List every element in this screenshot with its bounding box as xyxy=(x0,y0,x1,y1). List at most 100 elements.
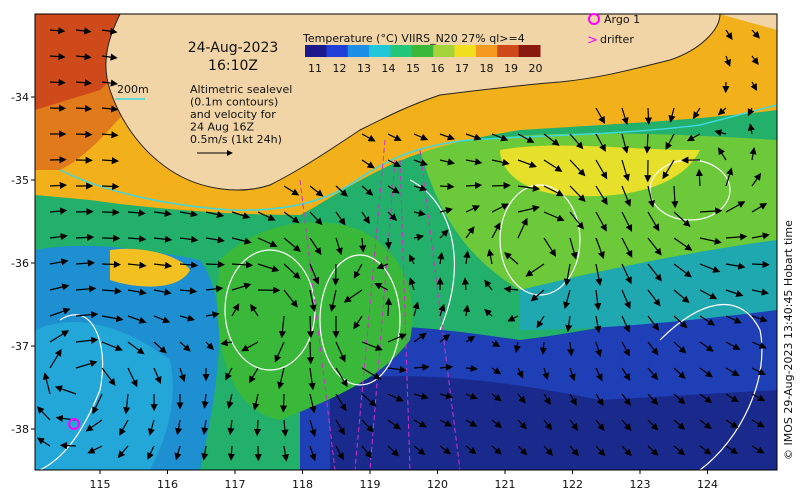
velocity-arrow xyxy=(517,393,526,404)
altimetry-legend: Altimetric sealevel(0.1m contours)and ve… xyxy=(190,83,292,146)
lon-tick-label: 115 xyxy=(90,478,111,491)
credit-text: © IMOS 29-Aug-2023 13:40:45 Hobart time xyxy=(782,220,795,460)
velocity-arrow xyxy=(699,445,712,455)
colorbar-tick-label: 13 xyxy=(357,62,371,75)
velocity-arrow xyxy=(205,210,225,219)
colorbar-swatch xyxy=(475,45,498,57)
colorbar-tick-label: 14 xyxy=(382,62,396,75)
velocity-arrow xyxy=(409,254,416,265)
map-time: 16:10Z xyxy=(208,58,258,74)
colorbar-swatch xyxy=(369,45,391,57)
velocity-arrow xyxy=(179,210,198,218)
velocity-arrow xyxy=(647,419,659,431)
velocity-arrow xyxy=(751,260,770,269)
velocity-arrow xyxy=(309,419,317,437)
velocity-arrow xyxy=(101,287,122,295)
velocity-arrow xyxy=(621,185,632,207)
velocity-arrow xyxy=(725,419,739,429)
colorbar-swatch xyxy=(497,45,520,57)
velocity-arrow xyxy=(384,297,393,317)
velocity-arrow xyxy=(647,185,656,208)
velocity-arrow xyxy=(439,334,451,343)
colorbar-title: Temperature (°C) VIIRS_N20 27% ql>=4 xyxy=(302,32,525,45)
velocity-arrow xyxy=(174,445,182,461)
velocity-arrow xyxy=(695,168,704,187)
velocity-arrow xyxy=(595,263,603,286)
velocity-arrow xyxy=(699,315,716,326)
legend-line: Altimetric sealevel xyxy=(190,83,292,96)
velocity-arrow xyxy=(517,419,527,430)
velocity-arrow xyxy=(491,158,510,166)
colorbar-tick-label: 12 xyxy=(333,62,347,75)
velocity-arrow xyxy=(465,392,478,400)
velocity-arrow xyxy=(335,367,348,388)
velocity-arrow xyxy=(595,237,605,260)
velocity-arrow xyxy=(465,419,478,427)
velocity-arrow xyxy=(92,393,103,415)
velocity-arrow xyxy=(335,341,346,363)
velocity-arrow xyxy=(569,237,578,260)
velocity-arrow xyxy=(283,289,298,308)
velocity-arrow xyxy=(127,367,138,388)
velocity-arrow xyxy=(117,445,129,459)
colorbar-tick-label: 16 xyxy=(431,62,445,75)
velocity-arrow xyxy=(647,237,662,256)
colorbar-swatch xyxy=(305,45,327,57)
velocity-arrow xyxy=(283,263,301,280)
velocity-arrow xyxy=(465,133,482,141)
velocity-arrow xyxy=(227,419,235,436)
velocity-arrow xyxy=(673,367,686,379)
velocity-arrow xyxy=(725,393,739,403)
velocity-arrow xyxy=(408,277,416,291)
velocity-arrow xyxy=(569,393,577,406)
velocity-arrow xyxy=(725,29,733,41)
velocity-arrow xyxy=(49,78,66,87)
velocity-arrow xyxy=(725,445,739,455)
velocity-arrow xyxy=(543,445,554,456)
velocity-arrow xyxy=(747,107,755,117)
velocity-arrow xyxy=(461,277,470,291)
velocity-arrow xyxy=(749,147,757,161)
velocity-arrow xyxy=(647,393,659,406)
velocity-arrow xyxy=(751,232,770,240)
argo-float-marker xyxy=(68,418,80,430)
velocity-arrow xyxy=(278,315,287,339)
colorbar-tick-label: 18 xyxy=(480,62,494,75)
velocity-arrow xyxy=(413,209,426,217)
velocity-arrows xyxy=(36,27,770,462)
velocity-arrow xyxy=(361,445,372,459)
velocity-arrow xyxy=(231,237,252,245)
colorbar-tick-label: 15 xyxy=(406,62,420,75)
velocity-arrow xyxy=(673,237,693,251)
velocity-arrow xyxy=(220,339,233,347)
velocity-arrow xyxy=(361,341,383,351)
colorbar-tick-label: 19 xyxy=(504,62,518,75)
velocity-arrow xyxy=(647,263,662,282)
velocity-arrow xyxy=(595,107,605,124)
legend-line: 0.5m/s (1kt 24h) xyxy=(190,133,282,146)
map-date: 24-Aug-2023 xyxy=(188,40,279,56)
velocity-arrow xyxy=(205,341,214,351)
legend-line: 24 Aug 16Z xyxy=(190,121,254,134)
velocity-arrow xyxy=(101,157,119,165)
velocity-arrow xyxy=(153,315,171,324)
velocity-arrow xyxy=(543,393,551,406)
velocity-arrow xyxy=(413,363,430,371)
velocity-arrow xyxy=(569,159,586,177)
velocity-arrow xyxy=(750,81,758,92)
velocity-arrow xyxy=(465,445,477,455)
velocity-arrow xyxy=(439,363,454,371)
velocity-arrow xyxy=(257,263,280,273)
velocity-arrow xyxy=(75,336,99,344)
velocity-arrow xyxy=(513,341,521,353)
velocity-arrow xyxy=(751,367,766,375)
velocity-arrow xyxy=(387,211,398,221)
velocity-arrow xyxy=(231,211,251,220)
velocity-arrow xyxy=(49,27,66,35)
velocity-arrow xyxy=(595,133,606,152)
velocity-arrow xyxy=(283,211,300,224)
velocity-arrow xyxy=(153,261,173,269)
velocity-arrow xyxy=(387,445,399,457)
velocity-arrow xyxy=(309,445,317,462)
velocity-arrow xyxy=(412,301,420,317)
